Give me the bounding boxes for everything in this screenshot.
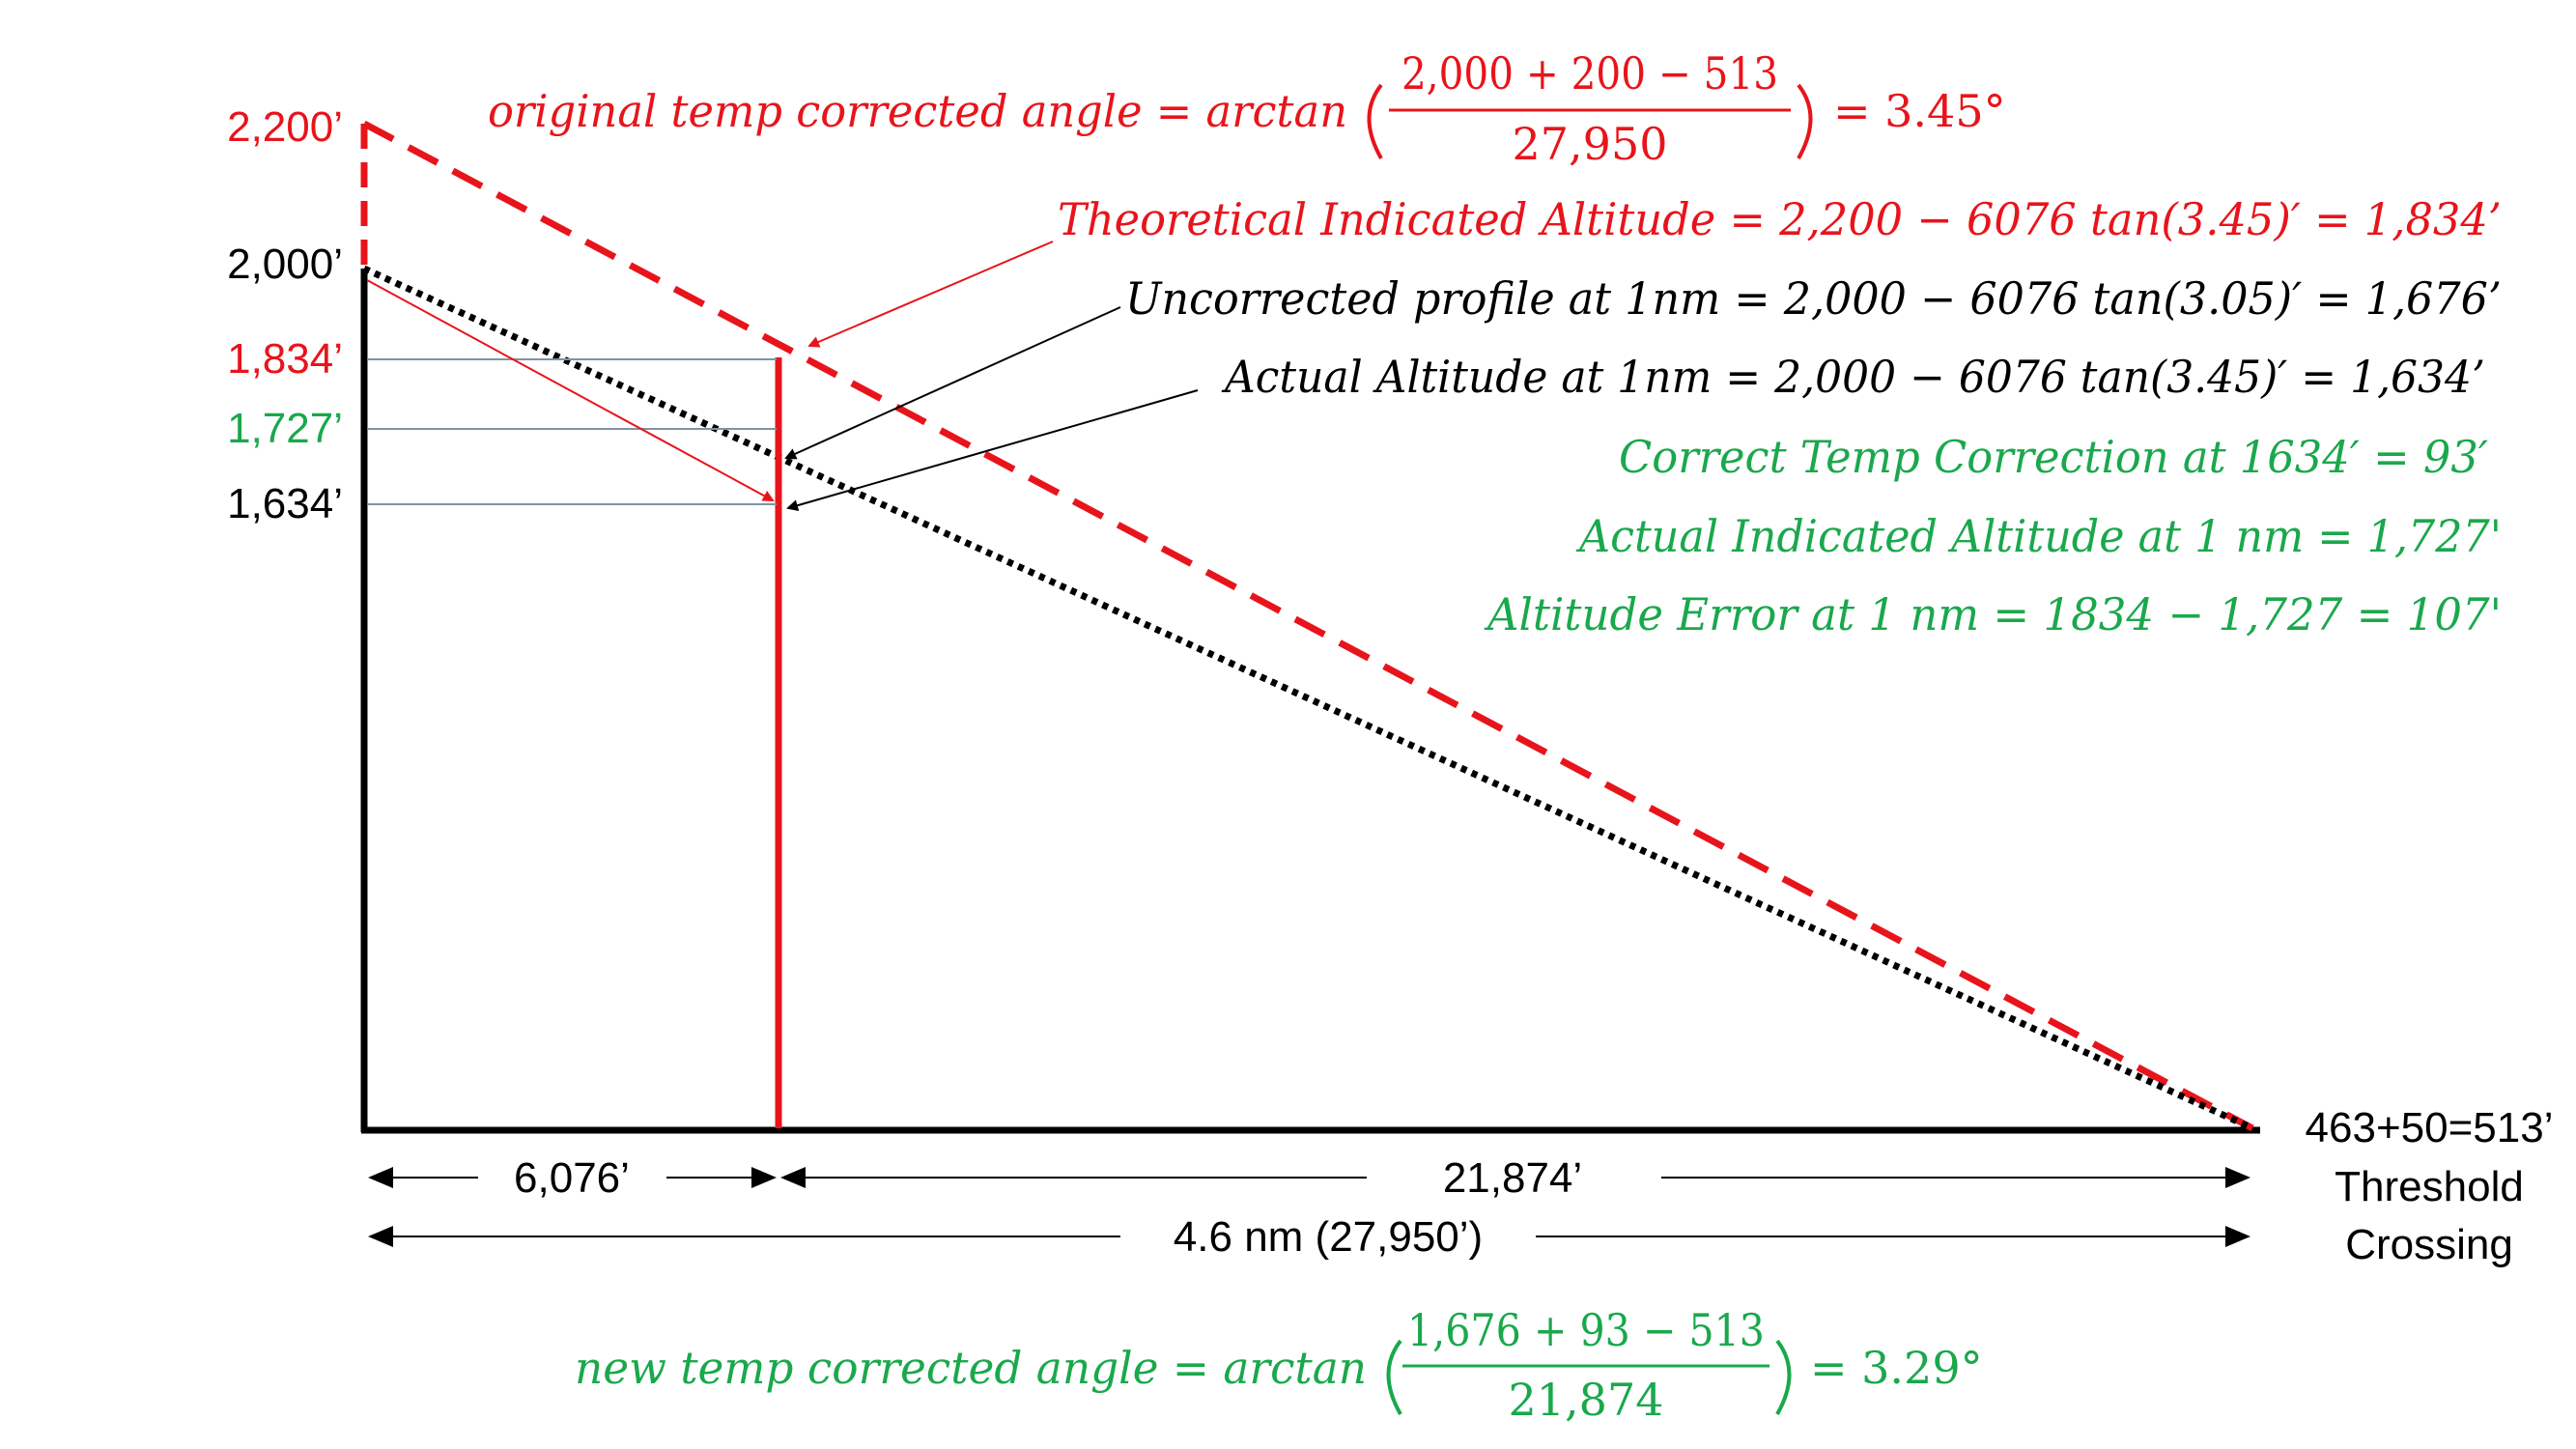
pointer-arrow-theoretical (807, 241, 1054, 348)
temp-corrected-glidepath (362, 120, 2254, 1132)
dim-label-total: 4.6 nm (27,950’) (1174, 1213, 1483, 1261)
y-label-1727: 1,727’ (227, 405, 343, 452)
y-label-1834: 1,834’ (227, 335, 343, 383)
new-angle-denominator: 21,874 (1509, 1374, 1664, 1426)
pointer-arrow-uncorrected (784, 306, 1121, 460)
new-angle-right-paren (1775, 1339, 1792, 1415)
original-angle-denominator: 27,950 (1513, 118, 1668, 170)
altitude-error-equation: Altitude Error at 1 nm = 1834 − 1,727 = … (1484, 588, 2502, 640)
new-angle-numerator: 1,676 + 93 − 513 (1407, 1304, 1765, 1356)
original-angle-result: = 3.45° (1833, 85, 2006, 137)
original-angle-lhs: original temp corrected angle = arctan (488, 85, 1347, 137)
uncorrected-glidepath (362, 265, 2254, 1132)
y-label-1634: 1,634’ (227, 480, 343, 527)
actual-indicated-altitude-equation: Actual Indicated Altitude at 1 nm = 1,72… (1575, 510, 2502, 562)
new-angle-left-paren (1386, 1339, 1402, 1415)
threshold-label-line2: Crossing (2345, 1221, 2513, 1268)
original-angle-right-paren (1797, 83, 1813, 159)
theoretical-indicated-altitude-equation: Theoretical Indicated Altitude = 2,200 −… (1058, 193, 2502, 245)
dim-label-6076: 6,076’ (514, 1154, 630, 1202)
new-angle-result: = 3.29° (1810, 1342, 1983, 1394)
dim-label-21874: 21,874’ (1443, 1154, 1582, 1202)
actual-altitude-equation: Actual Altitude at 1nm = 2,000 − 6076 ta… (1221, 351, 2485, 403)
threshold-label-line1: Threshold (2335, 1163, 2524, 1210)
original-angle-numerator: 2,000 + 200 − 513 (1401, 47, 1778, 99)
y-label-2000: 2,000’ (227, 241, 343, 288)
pointer-arrow-red-diagonal (366, 279, 775, 501)
pointer-arrow-actual (786, 389, 1199, 512)
original-angle-left-paren (1367, 83, 1383, 159)
y-label-2200: 2,200’ (227, 103, 343, 151)
uncorrected-profile-equation: Uncorrected profile at 1nm = 2,000 − 607… (1125, 272, 2502, 325)
threshold-height-label: 463+50=513’ (2306, 1104, 2554, 1151)
correct-temp-correction-equation: Correct Temp Correction at 1634′ = 93′ (1619, 431, 2489, 483)
new-angle-lhs: new temp corrected angle = arctan (575, 1342, 1367, 1394)
